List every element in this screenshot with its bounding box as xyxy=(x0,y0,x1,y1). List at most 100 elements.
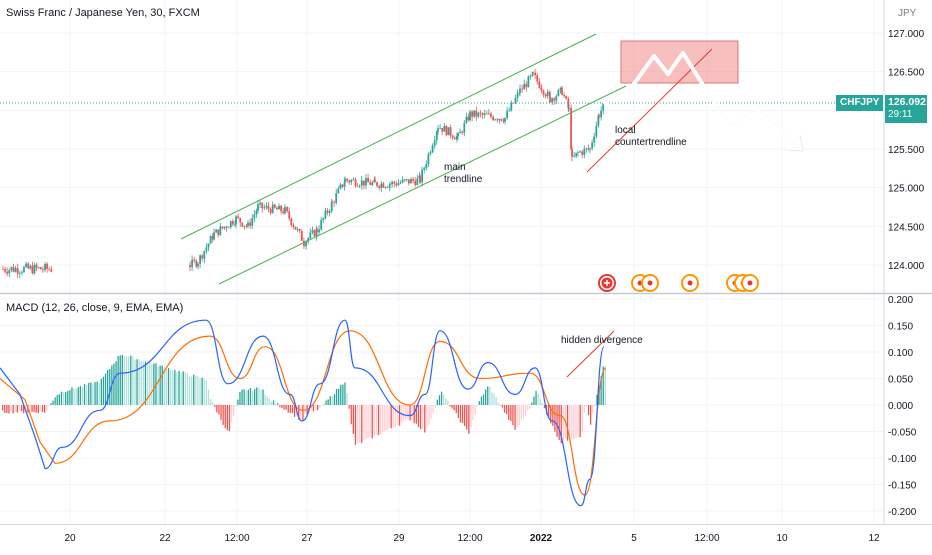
macd-histogram-bar xyxy=(65,392,67,405)
candle-body xyxy=(326,210,329,213)
time-tick-label: 12:00 xyxy=(457,533,482,544)
macd-histogram-bar xyxy=(319,405,321,409)
event-markers[interactable] xyxy=(598,274,759,292)
channel-lower-line[interactable] xyxy=(218,85,627,285)
main-trendline-label-line1: main xyxy=(444,162,466,173)
candle-body xyxy=(241,222,244,227)
macd-histogram-bar xyxy=(369,405,371,437)
price-candles xyxy=(2,68,605,279)
candle-body xyxy=(457,133,459,137)
economic-event-icon[interactable] xyxy=(741,274,759,292)
macd-histogram-bar xyxy=(327,399,329,405)
candle-body xyxy=(471,111,473,117)
candle-body xyxy=(386,187,389,188)
candle-body xyxy=(600,110,602,118)
candle-body xyxy=(309,232,312,239)
macd-histogram-bar xyxy=(41,405,44,412)
candle-body xyxy=(536,75,539,82)
macd-histogram-bar xyxy=(237,399,239,405)
candle-body xyxy=(391,181,393,185)
macd-histogram-bar xyxy=(100,378,102,405)
local-countertrendline-label[interactable]: local countertrendline xyxy=(615,125,687,149)
candle-body xyxy=(421,169,423,183)
macd-histogram-bar xyxy=(516,405,518,428)
macd-histogram-bar xyxy=(12,405,14,414)
main-trendline-label[interactable]: main trendline xyxy=(444,162,482,186)
macd-histogram-bar xyxy=(491,392,493,405)
candle-body xyxy=(263,207,266,209)
main-trend-channel[interactable] xyxy=(180,33,627,285)
macd-histogram-bar xyxy=(522,405,525,419)
macd-histogram-bar xyxy=(214,405,216,407)
macd-histogram-bar xyxy=(291,405,294,414)
candle-body xyxy=(286,207,288,212)
macd-histogram-bar xyxy=(90,382,92,405)
macd-histogram-bar xyxy=(228,405,231,432)
macd-histogram-bar xyxy=(222,405,224,425)
macd-histogram-bar xyxy=(587,405,590,416)
macd-histogram-bar xyxy=(554,405,556,432)
macd-tick-label: 0.100 xyxy=(888,348,913,359)
candle-body xyxy=(221,226,224,229)
macd-histogram-bar xyxy=(350,405,352,425)
macd-histogram-bar xyxy=(434,405,436,408)
candle-body xyxy=(532,72,534,73)
candle-body xyxy=(587,148,590,150)
macd-histogram-bar xyxy=(268,398,270,405)
macd-histogram xyxy=(2,355,606,445)
candle-body xyxy=(191,259,193,268)
macd-histogram-bar xyxy=(186,374,189,405)
macd-histogram-bar xyxy=(138,359,140,405)
candle-body xyxy=(563,95,565,97)
time-axis[interactable]: 20 22 12:00 27 29 12:00 2022 5 12:00 10 12 xyxy=(64,533,880,544)
projection-path[interactable] xyxy=(603,50,804,152)
macd-histogram-bar xyxy=(289,405,291,413)
candle-body xyxy=(298,229,301,232)
candle-body xyxy=(29,265,32,269)
macd-histogram-bar xyxy=(543,405,546,409)
candle-body xyxy=(243,225,246,227)
macd-tick-label: 0.050 xyxy=(888,375,913,386)
hidden-divergence-line[interactable] xyxy=(566,330,615,378)
candle-body xyxy=(443,126,446,132)
macd-histogram-bar xyxy=(363,405,365,441)
macd-histogram-bar xyxy=(205,380,207,405)
macd-axis[interactable]: 0.200 0.150 0.100 0.050 0.000 -0.050 -0.100 -0.… xyxy=(888,295,917,518)
macd-histogram-bar xyxy=(178,370,180,405)
time-tick-label: 10 xyxy=(776,533,788,544)
macd-histogram-bar xyxy=(153,363,155,405)
candle-body xyxy=(565,96,568,99)
candle-body xyxy=(245,225,248,227)
macd-histogram-bar xyxy=(161,365,163,405)
candle-body xyxy=(449,127,452,136)
macd-histogram-bar xyxy=(239,391,241,405)
economic-event-icon[interactable] xyxy=(598,274,616,292)
macd-histogram-bar xyxy=(312,405,315,412)
macd-histogram-bar xyxy=(352,405,354,435)
candle-body xyxy=(273,204,276,208)
hidden-divergence-label[interactable]: hidden divergence xyxy=(561,335,643,346)
macd-histogram-bar xyxy=(592,405,594,414)
macd-histogram-bar xyxy=(472,405,474,421)
candle-body xyxy=(282,211,285,214)
economic-event-icon[interactable] xyxy=(641,274,659,292)
macd-histogram-bar xyxy=(365,405,367,440)
candle-body xyxy=(419,175,421,183)
macd-histogram-bar xyxy=(241,389,243,405)
channel-upper-line[interactable] xyxy=(180,33,597,240)
macd-histogram-bar xyxy=(560,405,562,444)
economic-event-icon[interactable] xyxy=(681,274,699,292)
macd-histogram-bar xyxy=(4,405,6,413)
macd-histogram-bar xyxy=(604,368,606,405)
candle-body xyxy=(303,245,305,247)
candle-body xyxy=(371,182,374,185)
candle-body xyxy=(508,110,511,112)
macd-histogram-bar xyxy=(197,376,199,405)
candle-body xyxy=(374,179,376,183)
candle-body xyxy=(598,115,600,118)
candle-body xyxy=(365,178,367,186)
candle-body xyxy=(350,180,353,183)
macd-histogram-bar xyxy=(571,405,573,440)
